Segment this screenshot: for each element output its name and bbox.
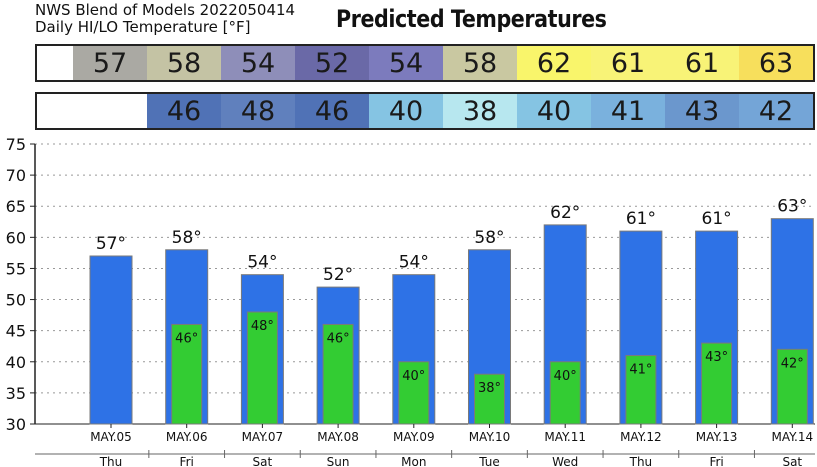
date-label: MAY.09 <box>393 430 435 444</box>
low-temp-label: 41° <box>629 363 652 378</box>
hi-temp-cell: 61 <box>591 46 665 80</box>
low-temp-label: 42° <box>781 356 804 371</box>
hi-temp-cell: 62 <box>517 46 591 80</box>
weekday-label: Fri <box>709 455 723 467</box>
date-label: MAY.05 <box>90 430 132 444</box>
low-temp-label: 48° <box>251 319 274 334</box>
low-row-blank-cell <box>37 94 147 128</box>
y-tick-label: 30 <box>6 415 26 434</box>
hi-temp-cell: 61 <box>665 46 739 80</box>
y-tick-label: 60 <box>6 228 26 247</box>
source-label: NWS Blend of Models 2022050414 <box>35 1 296 19</box>
date-label: MAY.10 <box>469 430 511 444</box>
lo-temp-cell: 38 <box>443 94 517 128</box>
date-label: MAY.11 <box>544 430 586 444</box>
weekday-label: Tue <box>478 455 500 467</box>
low-temp-bar <box>549 361 581 425</box>
hi-temp-cell: 52 <box>295 46 369 80</box>
y-tick-label: 65 <box>6 197 26 216</box>
y-tick-label: 70 <box>6 166 26 185</box>
low-temp-bar <box>171 323 203 425</box>
lo-temp-cell: 40 <box>517 94 591 128</box>
high-temp-label: 58° <box>474 228 504 248</box>
weekday-label: Wed <box>552 455 578 467</box>
weekday-label: Thu <box>629 455 653 467</box>
date-label: MAY.07 <box>242 430 284 444</box>
low-temp-label: 38° <box>478 381 501 396</box>
date-label: MAY.14 <box>771 430 813 444</box>
high-temp-label: 57° <box>96 234 126 254</box>
low-temp-label: 46° <box>175 331 198 346</box>
high-temp-label: 52° <box>323 265 353 285</box>
y-tick-label: 40 <box>6 353 26 372</box>
lo-temp-cell: 48 <box>221 94 295 128</box>
subtitle-label: Daily HI/LO Temperature [°F] <box>35 18 251 36</box>
y-tick-label: 55 <box>6 259 26 278</box>
date-label: MAY.12 <box>620 430 662 444</box>
date-label: MAY.13 <box>696 430 738 444</box>
hi-temp-cell: 57 <box>73 46 147 80</box>
weekday-label: Sat <box>782 455 802 467</box>
lo-temp-cell: 43 <box>665 94 739 128</box>
high-temp-label: 61° <box>626 209 656 229</box>
hi-temp-cell: 63 <box>739 46 813 80</box>
high-temperature-row: 57 58 54 52 54 58 62 61 61 63 <box>35 44 815 82</box>
low-temp-bar <box>474 373 505 425</box>
weekday-label: Sat <box>253 455 273 467</box>
hi-temp-cell: 58 <box>147 46 221 80</box>
weekday-label: Thu <box>99 455 123 467</box>
high-temp-label: 58° <box>172 228 202 248</box>
low-temperature-row: 46 48 46 40 38 40 41 43 42 <box>35 92 815 130</box>
hi-temp-cell: 58 <box>443 46 517 80</box>
temperature-bar-chart: 30 35 40 45 50 55 60 65 70 75 57° MAY.05 Thu 58° 46° MA… <box>6 135 815 467</box>
date-label: MAY.08 <box>317 430 359 444</box>
chart-title: Predicted Temperatures <box>336 5 607 33</box>
hi-temp-cell: 54 <box>369 46 443 80</box>
high-temp-bar <box>89 255 133 425</box>
y-tick-label: 45 <box>6 322 26 341</box>
high-temp-label: 61° <box>702 209 732 229</box>
lo-temp-cell: 46 <box>295 94 369 128</box>
weekday-label: Sun <box>327 455 350 467</box>
low-temp-bar <box>322 323 354 425</box>
y-tick-label: 50 <box>6 291 26 310</box>
weekday-label: Fri <box>180 455 194 467</box>
lo-temp-cell: 40 <box>369 94 443 128</box>
weekday-label: Mon <box>401 455 426 467</box>
low-temp-bar <box>776 348 808 425</box>
low-temp-label: 46° <box>327 331 350 346</box>
high-temp-label: 63° <box>777 197 807 217</box>
lo-temp-cell: 42 <box>739 94 813 128</box>
low-temp-label: 40° <box>402 369 425 384</box>
high-row-blank-cell <box>37 46 73 80</box>
hi-temp-cell: 54 <box>221 46 295 80</box>
low-temp-label: 40° <box>554 369 577 384</box>
high-temp-label: 54° <box>247 253 277 273</box>
high-temp-label: 62° <box>550 203 580 223</box>
lo-temp-cell: 41 <box>591 94 665 128</box>
y-tick-label: 75 <box>6 135 26 154</box>
date-label: MAY.06 <box>166 430 208 444</box>
low-temp-bar <box>398 361 430 425</box>
low-temp-bar <box>246 311 278 425</box>
low-temp-label: 43° <box>705 350 728 365</box>
lo-temp-cell: 46 <box>147 94 221 128</box>
high-temp-label: 54° <box>399 253 429 273</box>
y-tick-label: 35 <box>6 384 26 403</box>
low-temp-bar <box>701 342 733 425</box>
